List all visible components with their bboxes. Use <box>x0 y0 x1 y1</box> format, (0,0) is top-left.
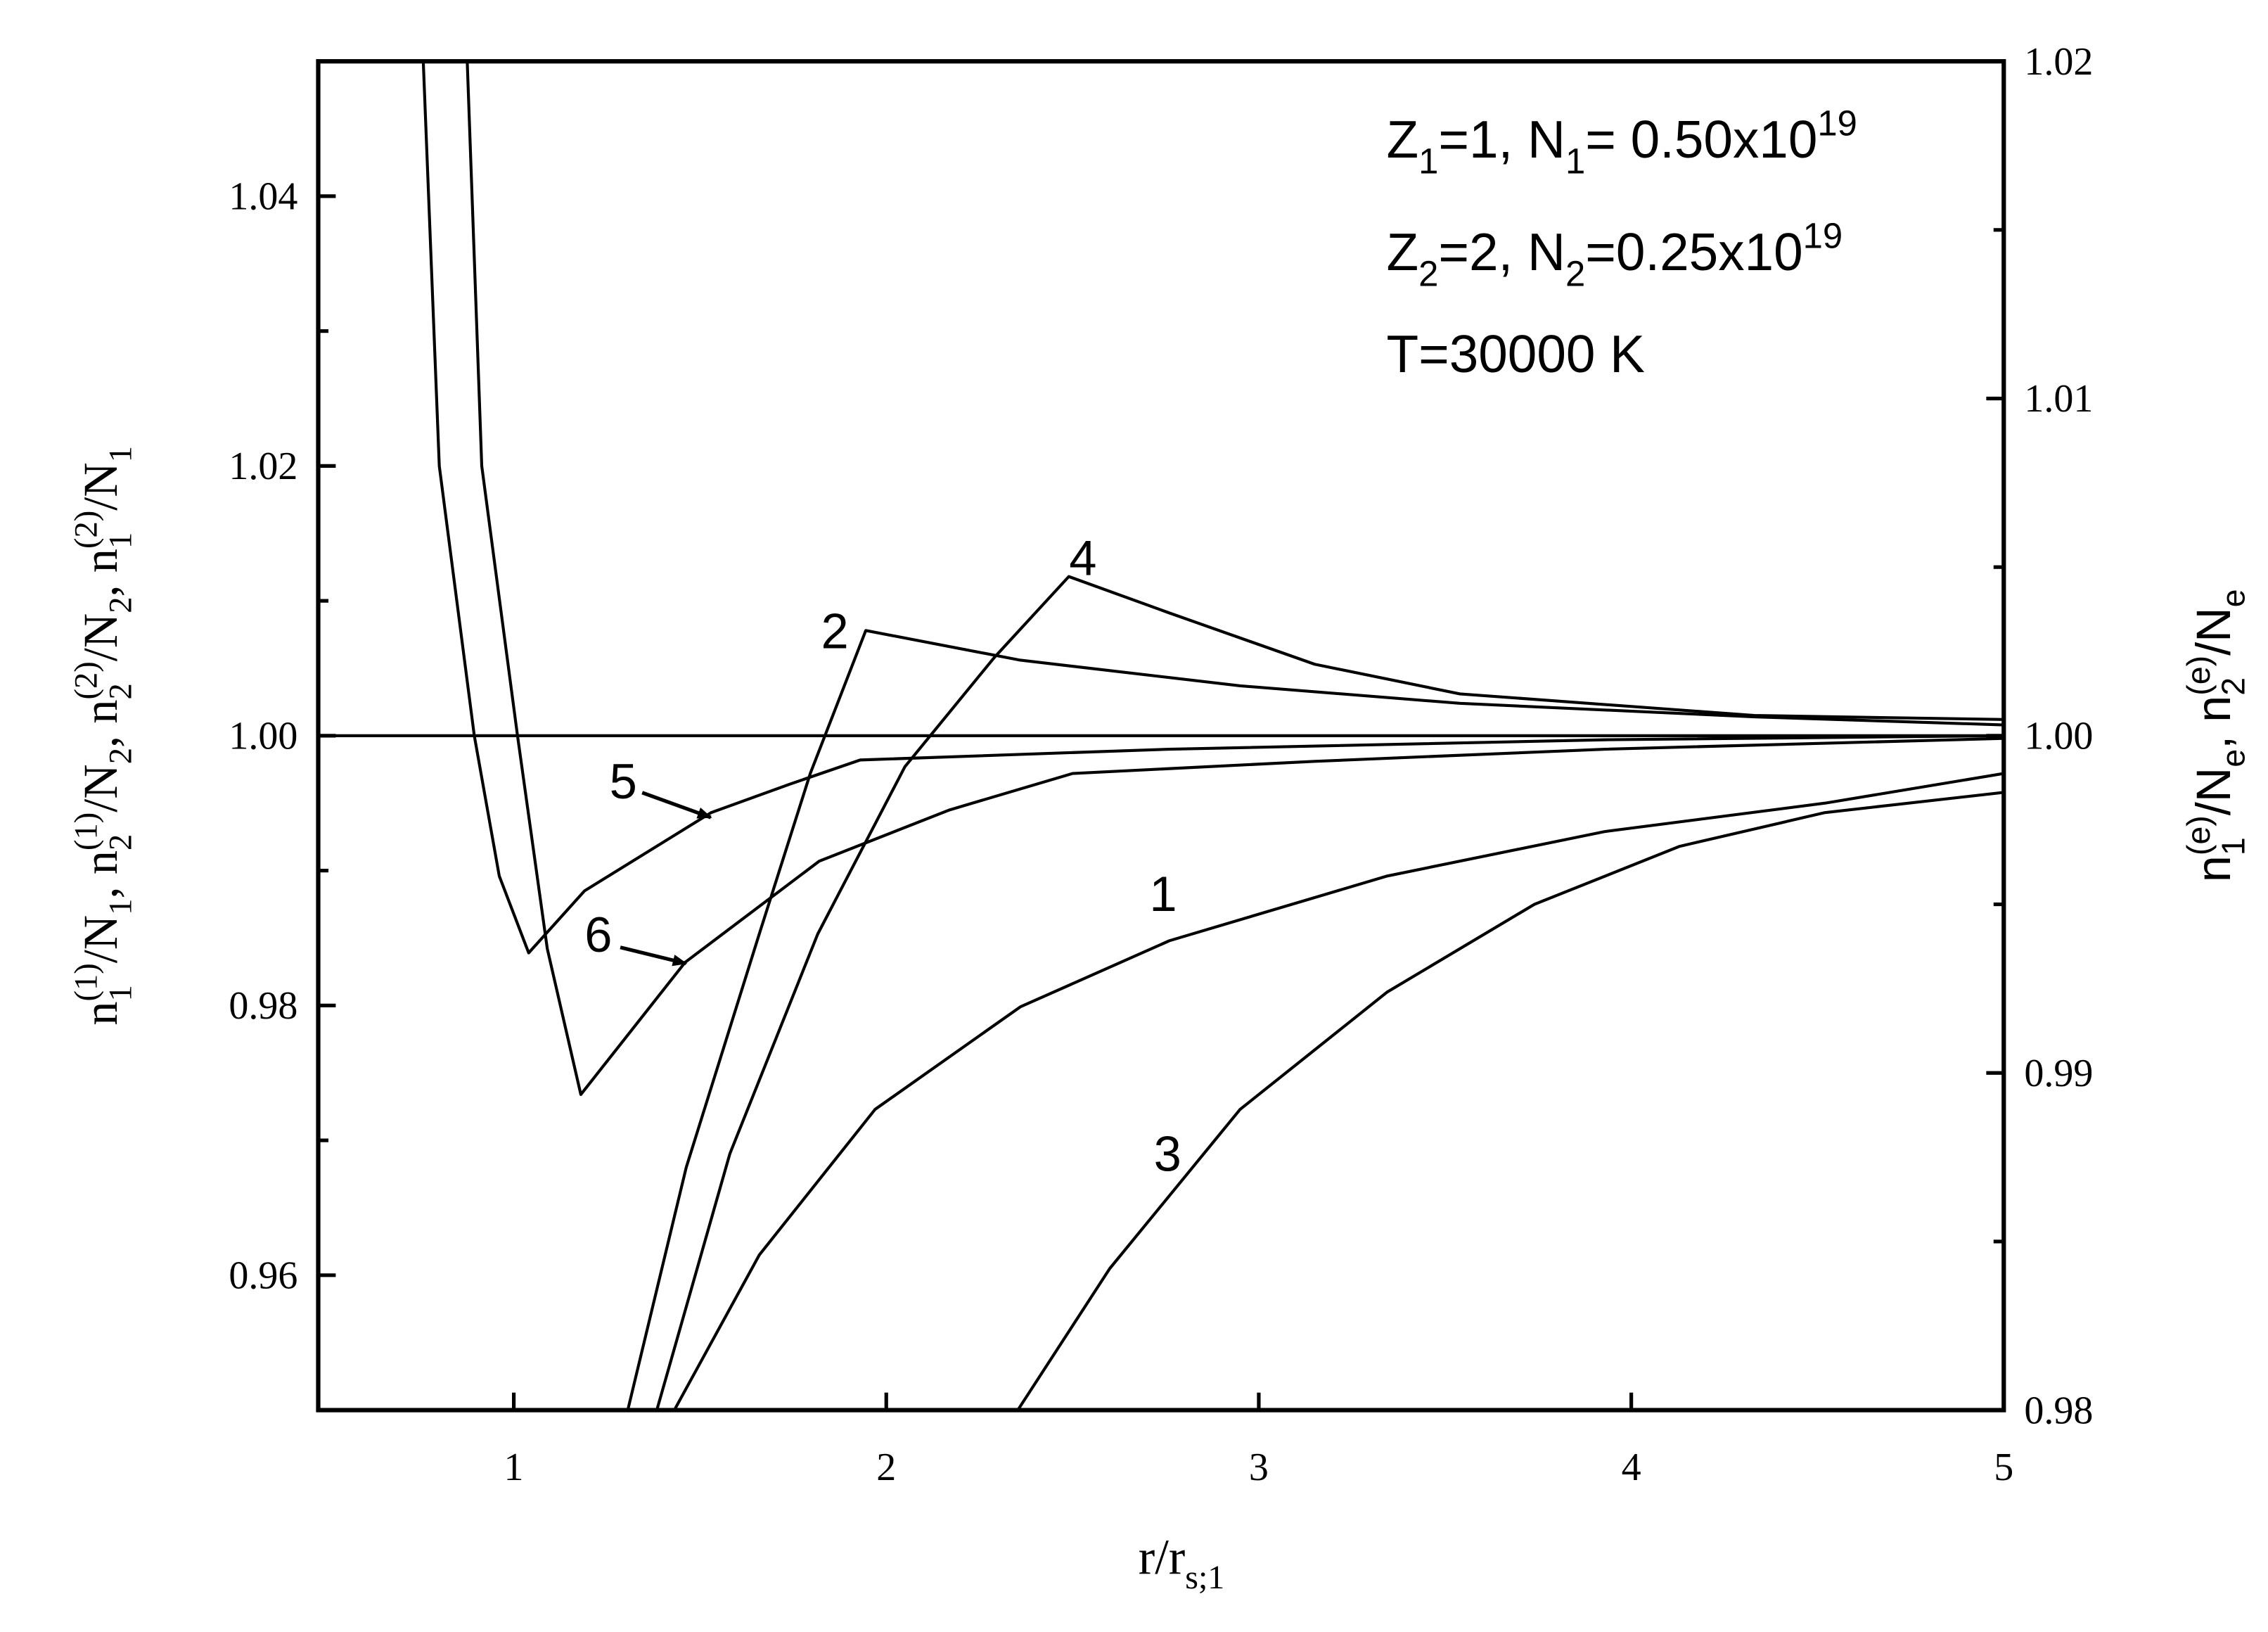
curve <box>673 772 2004 1410</box>
y2-axis-label-part: 2 <box>2215 677 2251 696</box>
y-axis-label-part: (1) <box>68 812 104 850</box>
y-axis-label-part: , n <box>74 549 127 597</box>
curve-label: 2 <box>821 603 848 658</box>
x-tick-label: 4 <box>1622 1446 1641 1489</box>
y-axis-label-part: /N <box>74 764 127 812</box>
y-axis-label-part: 1 <box>103 446 139 462</box>
curve <box>1016 791 2004 1410</box>
y-axis-label-part: , n <box>74 850 127 898</box>
y-axis-label-part: 2 <box>103 834 139 850</box>
y2-tick-label: 0.98 <box>2024 1389 2093 1432</box>
y-axis-label-part: /N <box>74 613 127 661</box>
y2-axis-label-part: (e) <box>2180 815 2217 855</box>
curve <box>421 61 2004 955</box>
y-axis-label-part: , n <box>74 700 127 748</box>
x-tick-label: 3 <box>1249 1446 1269 1489</box>
x-axis-label-part: s;1 <box>1185 1559 1224 1596</box>
annotation: Z1=1, N1= 0.50x1019 <box>1386 103 1857 181</box>
y-axis-label-part: 1 <box>103 985 139 1001</box>
arrow-5 <box>641 791 712 820</box>
y2-axis-label-part: /N <box>2186 607 2241 655</box>
y2-axis-label-part: e <box>2215 589 2251 608</box>
y2-tick-label: 1.00 <box>2024 715 2093 758</box>
x-tick-label: 5 <box>1994 1446 2013 1489</box>
annotation-part: T=30000 K <box>1386 324 1644 383</box>
annotation-part: Z <box>1386 222 1418 281</box>
y-tick-label: 1.02 <box>229 445 297 488</box>
y-axis-label-part: (1) <box>68 963 104 1001</box>
curve-label: 6 <box>584 907 612 962</box>
y2-axis-label: n1(e)/Ne, n2(e)/Ne <box>2180 589 2251 883</box>
annotation: T=30000 K <box>1386 324 1644 383</box>
x-axis-label: r/rs;1 <box>1139 1530 1225 1596</box>
y-tick-label: 0.96 <box>229 1254 297 1298</box>
y-axis-label-part: /N <box>74 462 127 510</box>
y2-tick-label: 1.01 <box>2024 377 2093 421</box>
curve <box>626 629 2004 1410</box>
y-axis-label-part: 2 <box>103 748 139 764</box>
y2-tick-label: 1.02 <box>2024 40 2093 84</box>
arrow-6 <box>620 945 688 967</box>
curve-label: 4 <box>1069 530 1096 586</box>
y-tick-label: 1.04 <box>229 175 297 219</box>
annotation-part: =1, N <box>1438 110 1565 169</box>
y-axis-label-part: n <box>74 1002 127 1026</box>
annotation-part: 19 <box>1817 103 1857 144</box>
annotation-part: 2 <box>1418 253 1438 293</box>
y2-axis-label-part: n <box>2186 855 2241 882</box>
x-tick-label: 2 <box>876 1446 896 1489</box>
curve-label: 1 <box>1149 866 1177 922</box>
y-axis-label-part: (2) <box>68 511 104 549</box>
y-tick-label: 1.00 <box>229 715 297 758</box>
annotation-part: =2, N <box>1438 222 1565 281</box>
curve-label: 3 <box>1154 1126 1181 1181</box>
y-tick-label: 0.98 <box>229 984 297 1028</box>
annotation-part: 2 <box>1565 253 1585 293</box>
y2-axis-label-part: , n <box>2186 696 2241 749</box>
y-axis-label-part: 1 <box>103 898 139 914</box>
y-axis-label-part: 1 <box>103 533 139 549</box>
curve <box>466 61 2004 1096</box>
annotation-part: 19 <box>1803 216 1843 256</box>
annotation-part: = 0.50x10 <box>1585 110 1817 169</box>
annotation: Z2=2, N2=0.25x1019 <box>1386 216 1843 294</box>
y2-axis-label-part: 1 <box>2215 837 2251 855</box>
annotation-part: Z <box>1386 110 1418 169</box>
y2-axis-label-part: /N <box>2186 767 2241 815</box>
y2-tick-label: 0.99 <box>2024 1052 2093 1095</box>
annotation-part: 1 <box>1418 141 1438 181</box>
y-axis-label-part: 2 <box>103 597 139 613</box>
y-axis-label-part: /N <box>74 915 127 963</box>
y-axis-label-part: (2) <box>68 661 104 699</box>
y2-axis-label-part: e <box>2215 749 2251 767</box>
annotation-part: =0.25x10 <box>1585 222 1802 281</box>
annotation-part: 1 <box>1565 141 1585 181</box>
curves <box>318 61 2004 1410</box>
x-axis-label-part: r/r <box>1139 1530 1186 1585</box>
y-axis-label-part: 2 <box>103 683 139 699</box>
y-axis-label: n1(1)/N1, n2(1)/N2, n2(2)/N2, n1(2)/N1 <box>68 446 139 1026</box>
x-tick-label: 1 <box>504 1446 524 1489</box>
curve <box>655 575 2004 1410</box>
y2-axis-label-part: (e) <box>2180 656 2217 696</box>
curve-label: 5 <box>610 753 637 809</box>
